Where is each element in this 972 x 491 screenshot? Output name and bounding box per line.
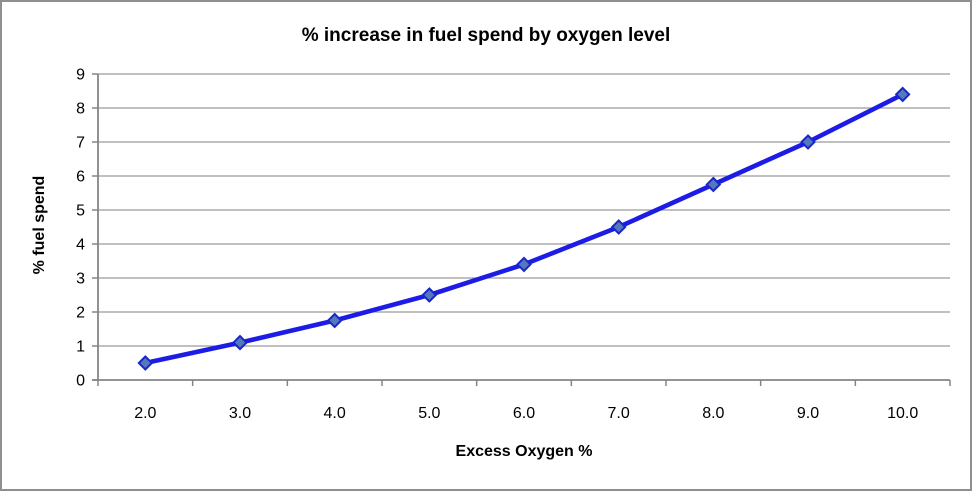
data-point-marker bbox=[516, 256, 532, 273]
x-tick-label: 8.0 bbox=[702, 405, 724, 422]
y-tick-label: 0 bbox=[76, 373, 85, 390]
x-axis-title: Excess Oxygen % bbox=[455, 443, 593, 460]
x-tick-label: 5.0 bbox=[418, 405, 440, 422]
x-tick-label: 7.0 bbox=[608, 405, 630, 422]
y-tick-label: 7 bbox=[76, 135, 85, 152]
data-point-marker bbox=[705, 176, 722, 193]
y-tick-label: 4 bbox=[76, 237, 85, 254]
data-point-marker bbox=[326, 312, 343, 329]
y-tick-label: 2 bbox=[76, 305, 85, 322]
data-point-marker bbox=[137, 355, 154, 371]
y-tick-label: 6 bbox=[76, 169, 85, 186]
data-point-marker bbox=[800, 134, 816, 150]
x-tick-label: 10.0 bbox=[887, 405, 918, 422]
chart-title: % increase in fuel spend by oxygen level bbox=[301, 25, 671, 46]
x-tick-label: 4.0 bbox=[324, 405, 346, 422]
data-point-marker bbox=[421, 287, 438, 303]
y-tick-label: 9 bbox=[76, 67, 85, 84]
x-tick-label: 2.0 bbox=[134, 405, 156, 422]
x-tick-label: 6.0 bbox=[513, 405, 535, 422]
data-point-marker bbox=[894, 86, 911, 103]
x-tick-label: 3.0 bbox=[229, 405, 251, 422]
data-point-marker bbox=[232, 334, 248, 351]
series-line bbox=[143, 92, 905, 366]
x-tick-label: 9.0 bbox=[797, 405, 819, 422]
y-tick-label: 5 bbox=[76, 203, 85, 220]
y-tick-label: 3 bbox=[76, 271, 85, 288]
y-tick-label: 1 bbox=[76, 339, 85, 356]
y-tick-label: 8 bbox=[76, 101, 85, 118]
data-point-marker bbox=[610, 219, 627, 235]
